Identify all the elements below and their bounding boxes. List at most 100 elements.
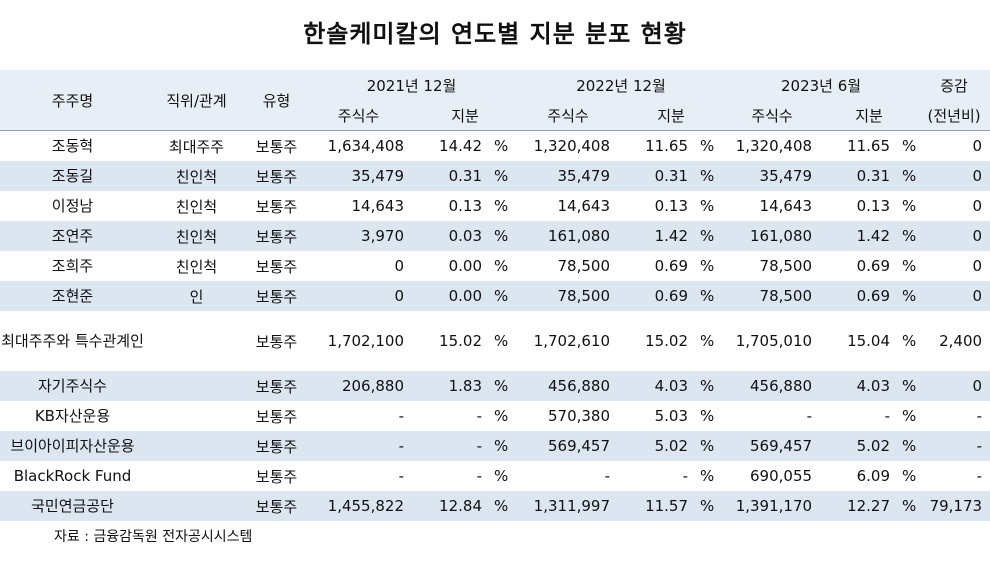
cell-stake-2023: 4.03 [820, 371, 899, 401]
cell-shares-2021: 14,643 [351, 197, 405, 215]
cell-type: 보통주 [248, 161, 305, 191]
cell-type: 보통주 [248, 431, 305, 461]
cell-pct: % [700, 407, 715, 425]
header-change: 증감 [918, 70, 990, 100]
cell-shares-2023: 35,479 [724, 161, 821, 191]
cell-relation [145, 491, 248, 521]
cell-shares-2021: 206,880 [305, 371, 412, 401]
cell-relation [145, 431, 248, 461]
header-stake: 지분 [412, 100, 519, 131]
cell-stake-2021: - [412, 431, 490, 461]
header-shares: 주식수 [724, 100, 821, 131]
cell-stake-2021: 15.02 [439, 332, 482, 350]
cell-stake-2022: 5.02 [618, 431, 697, 461]
cell-pct: % [490, 161, 519, 191]
cell-name: 국민연금공단 [0, 491, 145, 521]
cell-shares-2022: - [604, 467, 611, 485]
cell-pct: % [494, 197, 509, 215]
cell-name: 자기주식수 [0, 371, 145, 401]
cell-pct: % [898, 491, 919, 521]
header-shares: 주식수 [518, 100, 619, 131]
cell-shares-2023: 78,500 [759, 257, 813, 275]
cell-pct: % [494, 407, 509, 425]
header-period-2021: 2021년 12월 [305, 70, 519, 100]
table-header: 주주명 직위/관계 유형 2021년 12월 2022년 12월 2023년 6… [0, 70, 990, 131]
cell-pct: % [696, 491, 725, 521]
cell-stake-2022: 15.02 [645, 332, 689, 350]
cell-type: 보통주 [248, 491, 305, 521]
cell-shares-2023: 14,643 [759, 197, 813, 215]
cell-stake-2021: 12.84 [412, 491, 490, 521]
cell-stake-2021: 1.83 [412, 371, 490, 401]
cell-shares-2022: 570,380 [547, 407, 611, 425]
cell-shares-2023: 1,320,408 [735, 137, 813, 155]
cell-stake-2022: 11.57 [618, 491, 697, 521]
header-stake: 지분 [820, 100, 919, 131]
cell-stake-2023: 6.09 [856, 467, 891, 485]
cell-relation [145, 401, 248, 431]
header-name: 주주명 [0, 70, 145, 131]
table-row: BlackRock Fund 보통주 - -% - -% 690,055 6.09% - [0, 461, 990, 491]
cell-type: 보통주 [255, 257, 298, 276]
cell-pct: % [700, 137, 715, 155]
cell-shares-2021: 0 [305, 281, 412, 311]
page-title: 한솔케미칼의 연도별 지분 분포 현황 [303, 20, 687, 48]
cell-relation: 친인척 [145, 221, 248, 251]
cell-relation [145, 461, 248, 491]
cell-shares-2022: 456,880 [518, 371, 619, 401]
cell-change: 2,400 [939, 332, 983, 350]
cell-pct: % [902, 197, 917, 215]
cell-shares-2022: 1,702,610 [533, 332, 611, 350]
cell-stake-2023: 12.27 [820, 491, 899, 521]
table-row: 국민연금공단 보통주 1,455,822 12.84% 1,311,997 11.57% 1… [0, 491, 990, 521]
cell-pct: % [696, 221, 725, 251]
table-row: 자기주식수 보통주 206,880 1.83% 456,880 4.03% 456,880 4… [0, 371, 990, 401]
cell-relation: 친인척 [175, 197, 218, 216]
cell-pct: % [902, 407, 917, 425]
cell-change: - [976, 407, 983, 425]
table-row: 조희주 친인척 보통주 0 0.00% 78,500 0.69% 78,500 0.69% 0 [0, 251, 990, 281]
cell-change: 0 [972, 257, 983, 275]
cell-pct: % [494, 137, 509, 155]
cell-shares-2022: 161,080 [518, 221, 619, 251]
cell-pct: % [902, 257, 917, 275]
cell-pct: % [700, 332, 715, 350]
cell-type: 보통주 [255, 407, 298, 426]
cell-name: 조현준 [0, 281, 145, 311]
cell-stake-2022: 0.69 [618, 281, 697, 311]
cell-pct: % [490, 281, 519, 311]
cell-shares-2021: 0 [394, 257, 404, 275]
cell-shares-2021: 3,970 [305, 221, 412, 251]
cell-pct: % [898, 431, 919, 461]
cell-relation [145, 371, 248, 401]
header-change-sub: (전년비) [918, 100, 990, 131]
cell-stake-2022: 0.31 [618, 161, 697, 191]
cell-stake-2023: 11.65 [847, 137, 891, 155]
cell-name: 조동혁 [51, 137, 94, 155]
cell-stake-2022: 0.13 [654, 197, 689, 215]
cell-stake-2022: 4.03 [618, 371, 697, 401]
cell-pct: % [898, 281, 919, 311]
cell-name: 조동길 [0, 161, 145, 191]
cell-type: 보통주 [248, 371, 305, 401]
cell-relation: 최대주주 [168, 137, 225, 156]
cell-pct: % [696, 281, 725, 311]
cell-change: - [918, 431, 990, 461]
cell-name: 최대주주와 특수관계인 [1, 331, 144, 350]
header-type: 유형 [248, 70, 305, 131]
cell-pct: % [902, 137, 917, 155]
cell-shares-2021: - [398, 467, 404, 485]
cell-pct: % [494, 332, 509, 350]
cell-change: - [976, 467, 983, 485]
cell-change: 79,173 [918, 491, 990, 521]
cell-stake-2021: 0.00 [448, 257, 482, 275]
cell-shares-2021: 1,702,100 [327, 332, 404, 350]
cell-change: 0 [918, 221, 990, 251]
cell-shares-2023: 78,500 [724, 281, 821, 311]
cell-name: 조희주 [51, 257, 94, 275]
header-relation: 직위/관계 [145, 70, 248, 131]
cell-stake-2021: 0.31 [412, 161, 490, 191]
cell-type: 보통주 [255, 137, 298, 156]
cell-pct: % [898, 371, 919, 401]
cell-shares-2021: - [398, 407, 404, 425]
